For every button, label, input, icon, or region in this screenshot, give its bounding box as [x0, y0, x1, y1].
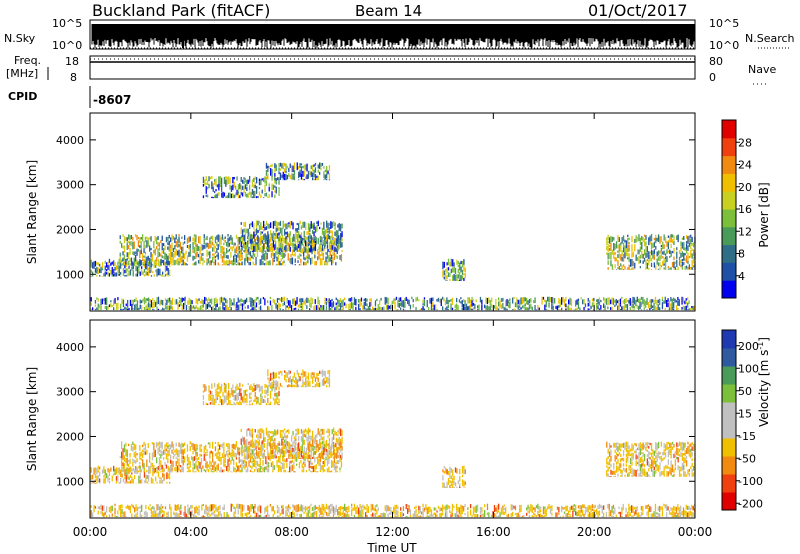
colorbar-swatch — [722, 120, 736, 139]
velocity-echo-field — [90, 369, 696, 518]
freq-label-1: Freq. — [14, 54, 41, 67]
freq-left-tick-top: 18 — [65, 55, 79, 68]
freq-left-tick-bottom: 8 — [70, 71, 77, 84]
nsky-bars — [91, 24, 695, 48]
colorbar-tick-label: 8 — [738, 248, 745, 261]
nsky-right-tick-bottom: 10^0 — [709, 39, 739, 52]
power-y-axis: 1000 2000 3000 4000 — [56, 134, 695, 281]
colorbar-swatch — [722, 280, 736, 299]
nave-right-tick-top: 80 — [709, 55, 723, 68]
colorbar-swatch — [722, 191, 736, 210]
colorbar-tick-label: 24 — [738, 159, 752, 172]
cpid-strip: CPID -8607 — [8, 86, 131, 108]
colorbar-swatch — [722, 173, 736, 192]
colorbar-swatch — [722, 137, 736, 157]
colorbar-tick-label: 28 — [738, 136, 752, 149]
power-colorbar-label: Power [dB] — [757, 182, 771, 247]
y-tick-label: 1000 — [56, 268, 84, 281]
nsearch-label: N.Search — [745, 32, 795, 45]
power-panel: 1000 2000 3000 4000 Slant Range [km] 4 8 12 16… — [25, 112, 771, 312]
y-tick-label: 2000 — [56, 223, 84, 236]
power-echo-field — [90, 162, 696, 311]
power-colorbar: 4 8 12 16 20 24 28 — [721, 119, 752, 299]
power-ylabel: Slant Range [km] — [25, 160, 39, 264]
beam-title: Beam 14 — [355, 2, 422, 20]
nsky-left-tick-top: 10^5 — [52, 17, 82, 30]
nsky-right-tick-top: 10^5 — [709, 17, 739, 30]
date-title: 01/Oct/2017 — [588, 1, 688, 20]
station-title: Buckland Park (fitACF) — [92, 1, 270, 20]
cpid-label: CPID — [8, 90, 37, 103]
colorbar-swatch — [722, 262, 736, 281]
colorbar-tick-label: 4 — [738, 270, 745, 283]
nave-right-tick-bottom: 0 — [709, 71, 716, 84]
colorbar-tick-label: 20 — [738, 181, 752, 194]
colorbar-swatch — [722, 226, 736, 246]
colorbar-tick-label: 12 — [738, 225, 752, 238]
colorbar-swatch — [722, 155, 736, 174]
power-frame — [89, 112, 696, 312]
nsky-label: N.Sky — [4, 32, 36, 45]
nsky-strip: N.Sky 10^5 10^0 10^5 10^0 N.Search — [4, 17, 795, 52]
y-tick-label: 3000 — [56, 179, 84, 192]
nave-label: Nave — [748, 63, 776, 76]
y-tick-label: 4000 — [56, 134, 84, 147]
freq-label-2: [MHz] — [6, 67, 38, 80]
colorbar-swatch — [722, 244, 736, 263]
nsky-left-tick-bottom: 10^0 — [52, 39, 82, 52]
cpid-value: -8607 — [93, 93, 131, 107]
freq-frame — [89, 55, 696, 80]
colorbar-swatch — [722, 209, 736, 228]
freq-strip: Freq. [MHz] 18 8 80 0 Nave — [6, 54, 776, 85]
colorbar-tick-label: 16 — [738, 203, 752, 216]
nsky-frame — [89, 19, 696, 50]
